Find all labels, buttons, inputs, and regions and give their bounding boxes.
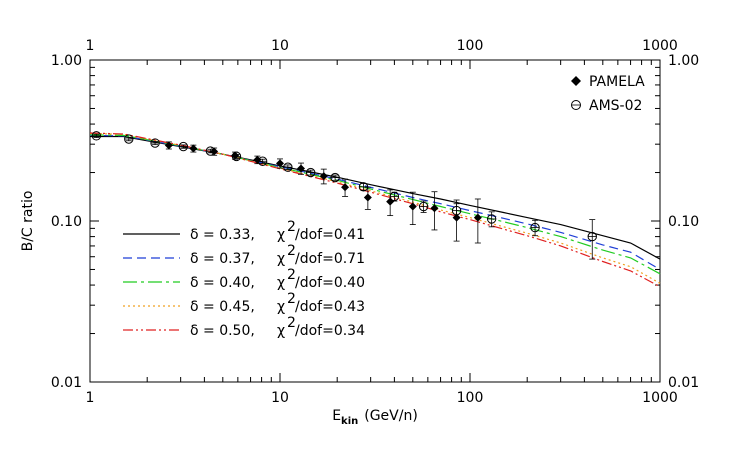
x-tick-label-top: 100 <box>457 38 484 54</box>
legend-chi-1: χ <box>277 251 285 267</box>
series-line-0 <box>90 135 661 260</box>
legend-dof-0: /dof=0.41 <box>295 227 365 243</box>
pamela-point <box>164 141 173 150</box>
legend-dof-3: /dof=0.43 <box>295 299 365 315</box>
pamela-point <box>319 172 328 181</box>
y-tick-label-right: 1.00 <box>668 53 699 69</box>
pamela-point <box>408 202 417 211</box>
x-tick-label-top: 1 <box>86 38 95 54</box>
legend-dof-1: /dof=0.71 <box>295 251 365 267</box>
legend-delta-0: δ = 0.33, <box>190 227 255 243</box>
pamela-point <box>363 193 372 202</box>
y-tick-label-left: 0.01 <box>51 375 82 391</box>
pamela-point <box>341 183 350 192</box>
x-axis-title: Ekin (GeV/n) <box>332 408 418 427</box>
legend-dof-2: /dof=0.40 <box>295 275 365 291</box>
pamela-point <box>473 213 482 222</box>
x-axis-title-sub: kin <box>341 416 358 427</box>
pamela-point <box>430 204 439 213</box>
series-line-1 <box>89 134 661 271</box>
series-line-3 <box>89 132 661 284</box>
x-tick-label-bottom: 100 <box>457 390 484 406</box>
legend-chi-sup-4: 2 <box>287 315 296 331</box>
legend-chi-sup-3: 2 <box>287 291 296 307</box>
y-tick-label-left: 1.00 <box>51 53 82 69</box>
series-line-2 <box>89 134 661 275</box>
x-tick-label-bottom: 1000 <box>642 390 678 406</box>
pamela-point <box>253 155 262 164</box>
series-line-4 <box>89 132 661 288</box>
x-tick-label-top: 1000 <box>642 38 678 54</box>
y-axis-title: B/C ratio <box>20 191 36 252</box>
legend-chi-4: χ <box>277 323 285 339</box>
legend-chi-2: χ <box>277 275 285 291</box>
x-axis-title-main: E <box>332 408 341 424</box>
x-tick-label-bottom: 10 <box>271 390 289 406</box>
points-layer <box>91 131 597 260</box>
x-tick-label-top: 10 <box>271 38 289 54</box>
legend-label-pamela: PAMELA <box>589 74 645 90</box>
plot-frame <box>89 59 661 383</box>
legend-chi-sup-1: 2 <box>287 243 296 259</box>
legend-label-ams: AMS-02 <box>589 98 642 114</box>
legend-dof-4: /dof=0.34 <box>295 323 365 339</box>
pamela-point <box>386 197 395 206</box>
y-tick-label-left: 0.10 <box>51 214 82 230</box>
legend-delta-1: δ = 0.37, <box>190 251 255 267</box>
x-axis-title-unit: (GeV/n) <box>364 408 418 424</box>
x-tick-label-bottom: 1 <box>86 390 95 406</box>
legend-delta-4: δ = 0.50, <box>190 323 255 339</box>
pamela-point <box>189 144 198 153</box>
legend-marker-pamela <box>571 76 581 86</box>
pamela-point <box>276 159 284 168</box>
legend-chi-sup-2: 2 <box>287 267 296 283</box>
pamela-point <box>297 164 306 173</box>
legend-chi-0: χ <box>277 227 285 243</box>
legend-chi-3: χ <box>277 299 285 315</box>
y-tick-label-right: 0.10 <box>668 214 699 230</box>
y-tick-label-right: 0.01 <box>668 375 699 391</box>
legend-chi-sup-0: 2 <box>287 219 296 235</box>
curves-layer <box>89 132 661 288</box>
legend-delta-3: δ = 0.45, <box>190 299 255 315</box>
legend-delta-2: δ = 0.40, <box>190 275 255 291</box>
